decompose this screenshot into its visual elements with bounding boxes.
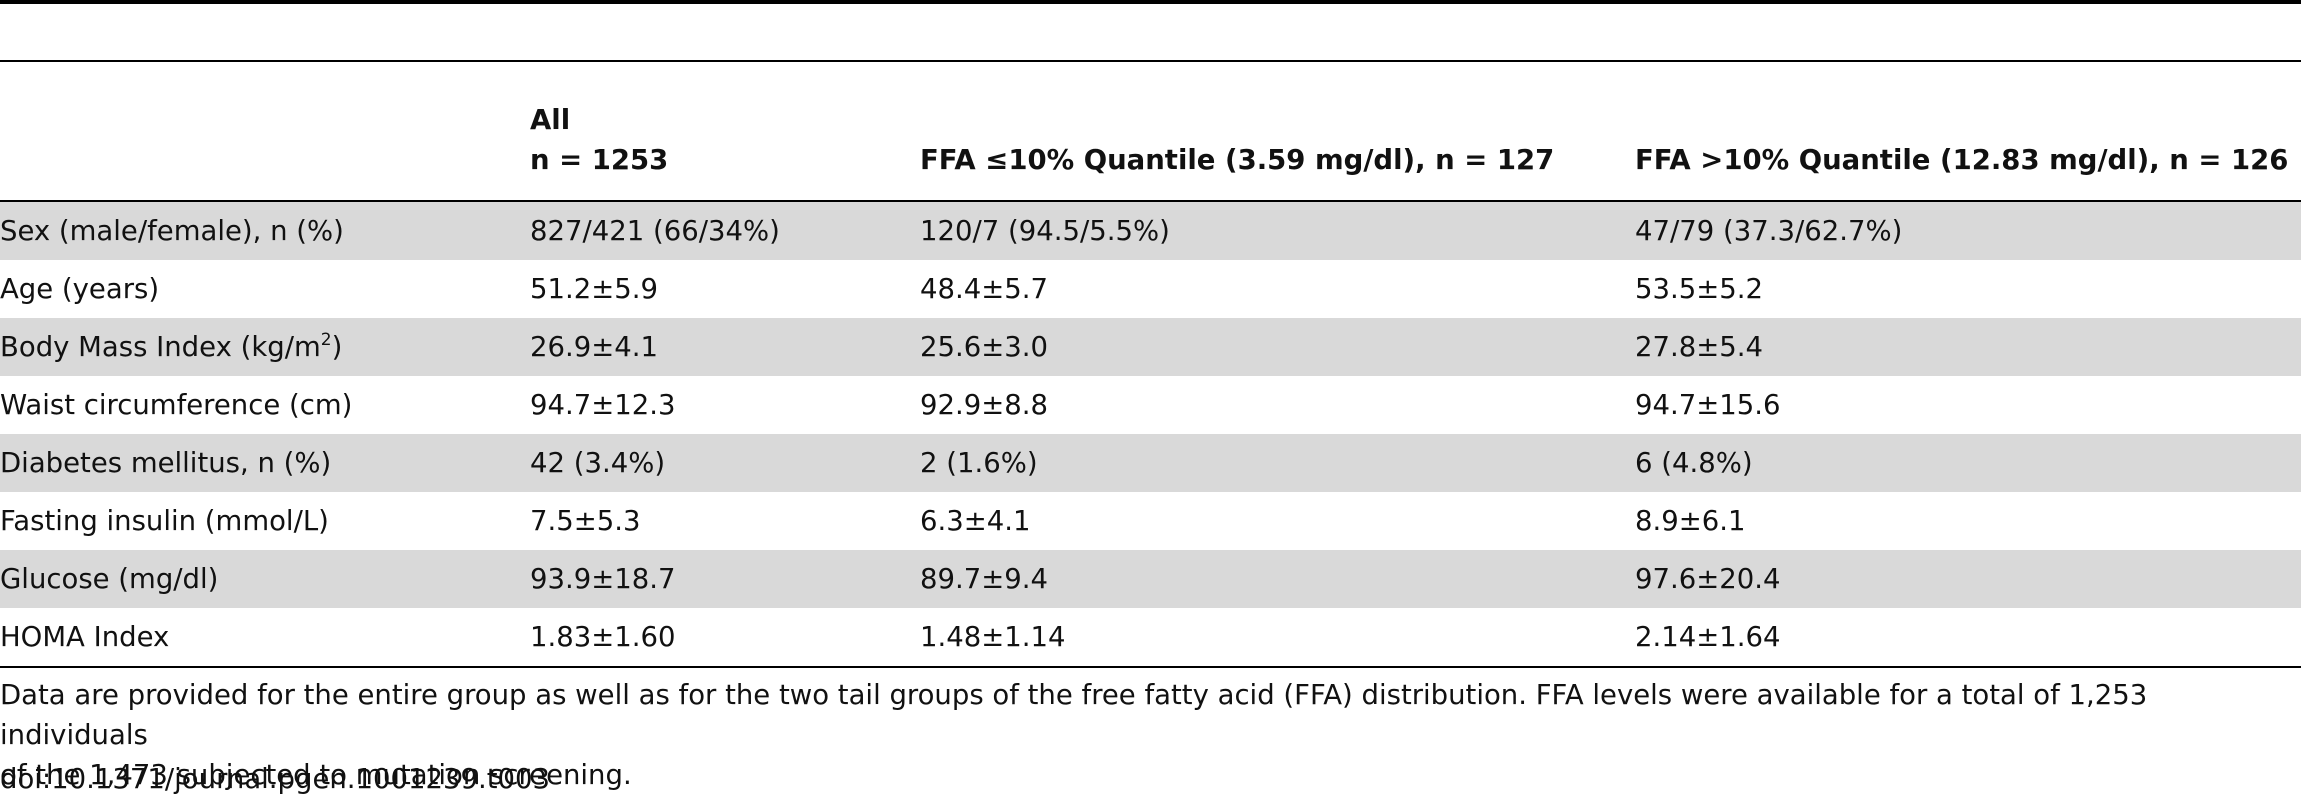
cell-all: 93.9±18.7 bbox=[530, 550, 920, 608]
row-label: Glucose (mg/dl) bbox=[0, 550, 530, 608]
cell-all: 26.9±4.1 bbox=[530, 318, 920, 376]
label-superscript: 2 bbox=[320, 330, 332, 350]
row-label-text: Glucose (mg/dl) bbox=[0, 563, 219, 595]
cell-all: 7.5±5.3 bbox=[530, 505, 641, 537]
cell-all: 1.83±1.60 bbox=[530, 608, 920, 668]
cell-ffa-low: 1.48±1.14 bbox=[920, 608, 1635, 668]
header-line-2: n = 1253 bbox=[530, 144, 669, 176]
cell-ffa-high: 2.14±1.64 bbox=[1635, 608, 2301, 668]
label-suffix: ) bbox=[331, 331, 343, 363]
cell-ffa-low: 25.6±3.0 bbox=[920, 318, 1635, 376]
header-cell-label bbox=[0, 62, 530, 202]
row-label-text: Waist circumference (cm) bbox=[0, 389, 353, 421]
row-label-text: Age (years) bbox=[0, 273, 160, 305]
cell-all: 42 (3.4%) bbox=[530, 434, 920, 492]
cell-ffa-low: 48.4±5.7 bbox=[920, 273, 1049, 305]
row-label: Sex (male/female), n (%) bbox=[0, 201, 530, 260]
cell-ffa-high: 27.8±5.4 bbox=[1635, 318, 2301, 376]
cell-ffa-high: 97.6±20.4 bbox=[1635, 550, 2301, 608]
cell-ffa-low: 2 (1.6%) bbox=[920, 434, 1635, 492]
row-label: Age (years) bbox=[0, 260, 530, 318]
table-row: Sex (male/female), n (%) 827/421 (66/34%… bbox=[0, 201, 2301, 260]
row-label: HOMA Index bbox=[0, 608, 530, 668]
row-label: Diabetes mellitus, n (%) bbox=[0, 434, 530, 492]
footnote-line-1: Data are provided for the entire group a… bbox=[0, 679, 2148, 751]
top-rule bbox=[0, 0, 2301, 4]
table-row: HOMA Index 1.83±1.60 1.48±1.14 2.14±1.64 bbox=[0, 608, 2301, 668]
row-label-text: Body Mass Index (kg/m bbox=[0, 331, 321, 363]
row-label-text: Fasting insulin (mmol/L) bbox=[0, 505, 329, 537]
cell-ffa-high: 94.7±15.6 bbox=[1635, 389, 1781, 421]
cell-ffa-high: 53.5±5.2 bbox=[1635, 273, 1764, 305]
cell-all: 94.7±12.3 bbox=[530, 389, 676, 421]
table-row: Body Mass Index (kg/m2) 26.9±4.1 25.6±3.… bbox=[0, 318, 2301, 376]
cell-ffa-low: 92.9±8.8 bbox=[920, 389, 1049, 421]
table-row: Age (years) 51.2±5.9 48.4±5.7 53.5±5.2 bbox=[0, 260, 2301, 318]
row-label: Waist circumference (cm) bbox=[0, 376, 530, 434]
header-row: All n = 1253 FFA ≤10% Quantile (3.59 mg/… bbox=[0, 62, 2301, 202]
header-line-2: FFA >10% Quantile (12.83 mg/dl), n = 126 bbox=[1635, 144, 2289, 176]
header-rule bbox=[0, 60, 2301, 62]
cell-all: 827/421 (66/34%) bbox=[530, 201, 920, 260]
header-line-2: FFA ≤10% Quantile (3.59 mg/dl), n = 127 bbox=[920, 144, 1555, 176]
row-label-text: Sex (male/female), n (%) bbox=[0, 215, 344, 247]
row-label-text: Diabetes mellitus, n (%) bbox=[0, 447, 332, 479]
doi-text: doi:10.1371/journal.pgen.1001239.t003 bbox=[0, 763, 551, 795]
data-table: All n = 1253 FFA ≤10% Quantile (3.59 mg/… bbox=[0, 62, 2301, 668]
header-line-1: All bbox=[530, 104, 571, 136]
cell-ffa-high: 6 (4.8%) bbox=[1635, 434, 2301, 492]
table-row: Diabetes mellitus, n (%) 42 (3.4%) 2 (1.… bbox=[0, 434, 2301, 492]
table-row: Fasting insulin (mmol/L) 7.5±5.3 6.3±4.1… bbox=[0, 492, 2301, 550]
header-cell-all: All n = 1253 bbox=[530, 62, 920, 202]
table-row: Waist circumference (cm) 94.7±12.3 92.9±… bbox=[0, 376, 2301, 434]
header-cell-ffa-high: FFA >10% Quantile (12.83 mg/dl), n = 126 bbox=[1635, 62, 2301, 202]
cell-ffa-high: 47/79 (37.3/62.7%) bbox=[1635, 201, 2301, 260]
cell-all: 51.2±5.9 bbox=[530, 273, 659, 305]
table-row: Glucose (mg/dl) 93.9±18.7 89.7±9.4 97.6±… bbox=[0, 550, 2301, 608]
row-label: Fasting insulin (mmol/L) bbox=[0, 492, 530, 550]
cell-ffa-low: 6.3±4.1 bbox=[920, 505, 1031, 537]
footnote-line-2: of the 1,473 subjected to mutation scree… bbox=[0, 759, 632, 791]
row-label: Body Mass Index (kg/m2) bbox=[0, 318, 530, 376]
header-cell-ffa-low: FFA ≤10% Quantile (3.59 mg/dl), n = 127 bbox=[920, 62, 1635, 202]
row-label-text: HOMA Index bbox=[0, 621, 170, 653]
cell-ffa-low: 89.7±9.4 bbox=[920, 550, 1635, 608]
table-footnote: Data are provided for the entire group a… bbox=[0, 675, 2301, 795]
cell-ffa-low: 120/7 (94.5/5.5%) bbox=[920, 201, 1635, 260]
cell-ffa-high: 8.9±6.1 bbox=[1635, 505, 1746, 537]
